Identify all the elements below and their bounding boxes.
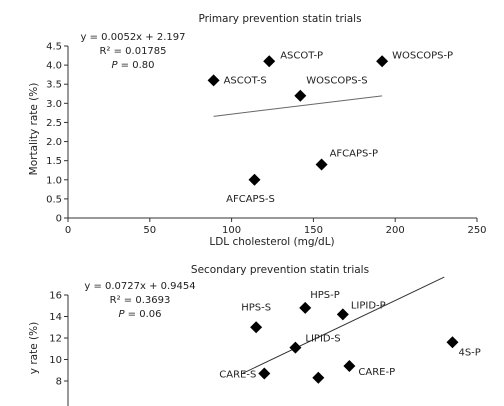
data-point-marker <box>248 173 261 186</box>
x-tick-label: 150 <box>304 225 323 236</box>
x-tick-label: 50 <box>143 225 156 236</box>
primary-prevention-chart: Primary prevention statin trials y = 0.0… <box>28 13 487 248</box>
y-tick-label: 12 <box>49 334 62 345</box>
data-point-label: LIPID-S <box>305 334 340 345</box>
y-axis-ticks: 0 0.5 1.0 1.5 2.0 2.5 3.0 3.5 4.0 4.5 <box>46 42 68 225</box>
regression-equation: y = 0.0052x + 2.197 <box>81 32 186 43</box>
x-tick-label: 0 <box>65 225 71 236</box>
data-point-label: CARE-P <box>358 367 395 378</box>
p-value: P = 0.80 <box>111 60 154 71</box>
data-point-marker <box>376 55 389 68</box>
data-point-marker <box>263 55 276 68</box>
y-tick-label: 0 <box>56 214 62 225</box>
y-tick-label: 0.5 <box>46 194 62 205</box>
y-axis-ticks: 8 10 12 14 16 <box>49 291 68 388</box>
y-tick-label: 10 <box>49 355 62 366</box>
y-axis-label: y rate (%) <box>28 322 40 374</box>
data-point-label: ASCOT-S <box>224 75 267 86</box>
chart-title: Primary prevention statin trials <box>198 13 361 25</box>
data-point-marker <box>446 336 459 349</box>
y-tick-label: 2.0 <box>46 137 62 148</box>
data-points: HPS-S HPS-P LIPID-P LIPID-S CARE-S CARE-P 4S-P <box>219 290 481 384</box>
r-squared: R² = 0.01785 <box>99 46 166 57</box>
x-tick-label: 100 <box>222 225 241 236</box>
data-point-marker <box>312 371 325 384</box>
data-point-marker <box>315 158 328 171</box>
data-point-label: ASCOT-P <box>280 50 323 61</box>
data-point-label: AFCAPS-P <box>330 148 378 159</box>
data-point-marker <box>207 74 220 87</box>
regression-annotation: y = 0.0052x + 2.197 R² = 0.01785 P = 0.8… <box>81 32 186 71</box>
x-tick-label: 200 <box>386 225 405 236</box>
data-point-label: AFCAPS-S <box>226 194 275 205</box>
data-point-marker <box>294 89 307 102</box>
data-point-marker <box>336 308 349 321</box>
y-tick-label: 14 <box>49 312 62 323</box>
r-squared: R² = 0.3693 <box>110 295 171 306</box>
y-tick-label: 8 <box>56 377 62 388</box>
y-tick-label: 1.5 <box>46 156 62 167</box>
trendline <box>213 95 383 117</box>
data-point-label: HPS-P <box>310 290 340 301</box>
y-tick-label: 2.5 <box>46 118 62 129</box>
data-point-label: WOSCOPS-S <box>306 76 367 87</box>
y-tick-label: 4.0 <box>46 61 62 72</box>
data-point-marker <box>343 359 356 372</box>
regression-annotation: y = 0.0727x + 0.9454 R² = 0.3693 P = 0.0… <box>84 281 195 320</box>
y-tick-label: 3.5 <box>46 80 62 91</box>
data-point-marker <box>258 367 271 380</box>
chart-title: Secondary prevention statin trials <box>191 264 369 276</box>
data-point-label: LIPID-P <box>351 300 386 311</box>
data-points: ASCOT-S ASCOT-P WOSCOPS-S WOSCOPS-P AFCAPS-S… <box>207 50 453 205</box>
x-axis-ticks: 0 50 100 150 200 250 <box>65 218 487 236</box>
data-point-label: CARE-S <box>219 369 256 380</box>
data-point-marker <box>299 301 312 314</box>
secondary-prevention-chart: Secondary prevention statin trials y = 0… <box>28 264 481 406</box>
data-point-label: HPS-S <box>241 302 271 313</box>
y-axis-label: Mortality rate (%) <box>28 83 40 176</box>
x-tick-label: 250 <box>467 225 486 236</box>
data-point-label: WOSCOPS-P <box>392 50 453 61</box>
y-tick-label: 1.0 <box>46 175 62 186</box>
data-point-marker <box>250 321 263 334</box>
p-value: P = 0.06 <box>118 309 161 320</box>
regression-equation: y = 0.0727x + 0.9454 <box>84 281 195 292</box>
trendline <box>242 276 445 374</box>
y-tick-label: 16 <box>49 291 62 302</box>
data-point-marker <box>289 341 302 354</box>
y-tick-label: 4.5 <box>46 42 62 53</box>
x-axis-label: LDL cholesterol (mg/dL) <box>209 236 334 248</box>
data-point-label: 4S-P <box>458 347 480 358</box>
y-tick-label: 3.0 <box>46 99 62 110</box>
